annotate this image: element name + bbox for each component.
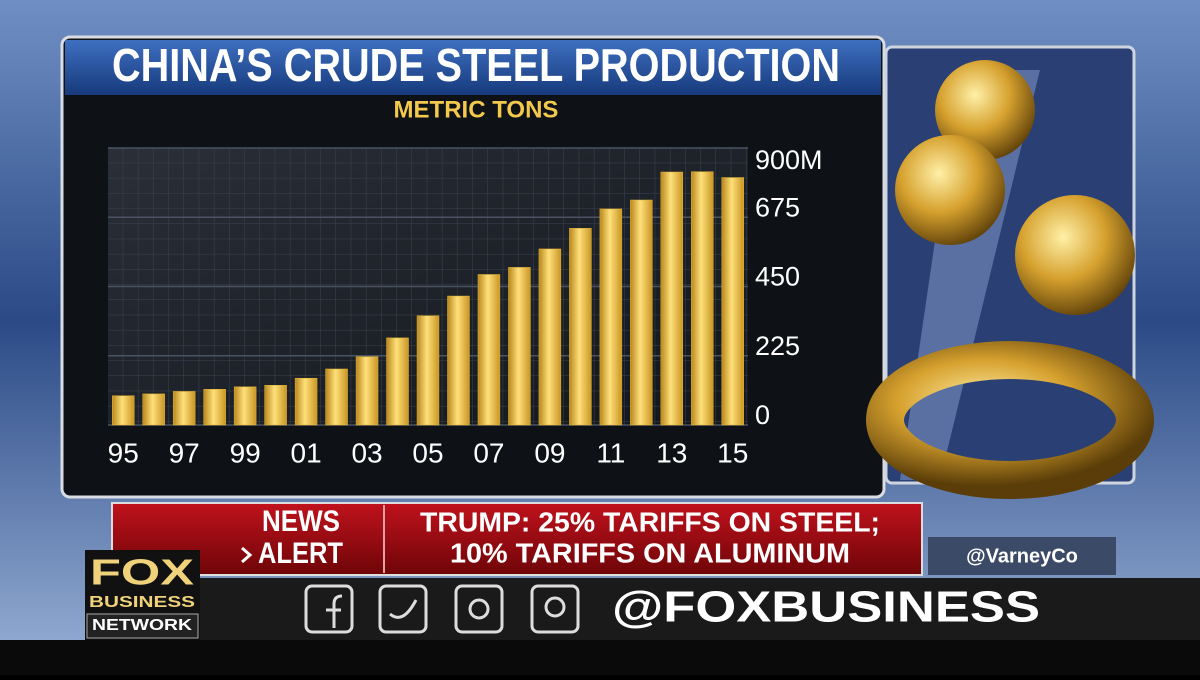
bar <box>325 368 348 426</box>
social-bar <box>200 578 1200 640</box>
instagram-icon <box>454 584 504 634</box>
news-alert-bar <box>111 502 923 576</box>
x-tick-label: 97 <box>169 437 200 468</box>
x-tick-label: 95 <box>108 437 139 468</box>
bar <box>630 199 653 426</box>
alert-label: ALERT <box>258 537 343 570</box>
bar <box>172 391 196 426</box>
chart: 0 225 450 675 900M 95 97 99 01 03 05 07 09 11 13 15 <box>108 145 823 468</box>
y-tick-label: 0 <box>755 400 770 430</box>
logo-fox: FOX <box>90 552 194 593</box>
bar <box>477 274 501 426</box>
twitter-glyph <box>389 599 418 619</box>
y-tick-label: 450 <box>755 262 800 292</box>
bar <box>691 171 714 426</box>
gold-ring <box>866 341 1154 499</box>
x-tick-label: 03 <box>351 437 382 468</box>
y-tick-label: 675 <box>755 192 800 222</box>
podcast-glyph <box>544 596 566 618</box>
bar <box>447 295 470 426</box>
logo-business: BUSINESS <box>89 594 195 611</box>
gold-coin <box>1015 195 1135 315</box>
gold-coin <box>895 135 1005 245</box>
y-tick-label: 900M <box>755 145 823 175</box>
x-tick-label: 01 <box>291 437 322 468</box>
bar <box>355 356 379 426</box>
bar <box>203 389 226 426</box>
social-icons <box>304 584 580 634</box>
y-tick-label: 225 <box>755 331 800 361</box>
bar <box>142 393 165 426</box>
title-band <box>65 40 881 95</box>
gold-coin <box>935 60 1035 160</box>
bar <box>508 267 531 426</box>
bar <box>569 228 592 426</box>
facebook-glyph <box>326 594 343 628</box>
instagram-glyph <box>468 598 490 620</box>
chevron <box>241 546 253 564</box>
x-tick-label: 13 <box>656 437 687 468</box>
x-tick-label: 15 <box>717 437 748 468</box>
handle-box <box>928 537 1116 575</box>
x-tick-label: 99 <box>230 437 261 468</box>
bar <box>386 337 409 426</box>
podcast-icon <box>530 584 580 634</box>
x-tick-label: 11 <box>596 437 625 468</box>
twitter-icon <box>378 584 428 634</box>
facebook-icon <box>304 584 354 634</box>
bottom-band <box>0 640 1200 675</box>
chart-title: CHINA’S CRUDE STEEL PRODUCTION <box>112 39 840 91</box>
bar <box>416 315 440 426</box>
chart-subtitle: METRIC TONS <box>394 96 559 123</box>
bar <box>599 208 623 426</box>
logo-network: NETWORK <box>92 617 193 634</box>
bar <box>264 385 287 426</box>
handle: @VarneyCo <box>966 545 1078 567</box>
bar <box>294 377 318 426</box>
social-handle: @FOXBUSINESS <box>612 583 1040 632</box>
bar <box>721 177 744 426</box>
bar <box>538 248 562 426</box>
news-label: NEWS <box>262 505 340 538</box>
headline-line: TRUMP: 25% TARIFFS ON STEEL; <box>420 506 880 537</box>
x-tick-label: 07 <box>473 437 504 468</box>
bar <box>233 386 257 426</box>
x-tick-label: 05 <box>412 437 443 468</box>
bar <box>112 395 135 426</box>
x-tick-label: 09 <box>534 437 565 468</box>
bar <box>660 171 684 426</box>
headline-line: 10% TARIFFS ON ALUMINUM <box>450 537 850 568</box>
logo-network-box <box>86 613 199 639</box>
